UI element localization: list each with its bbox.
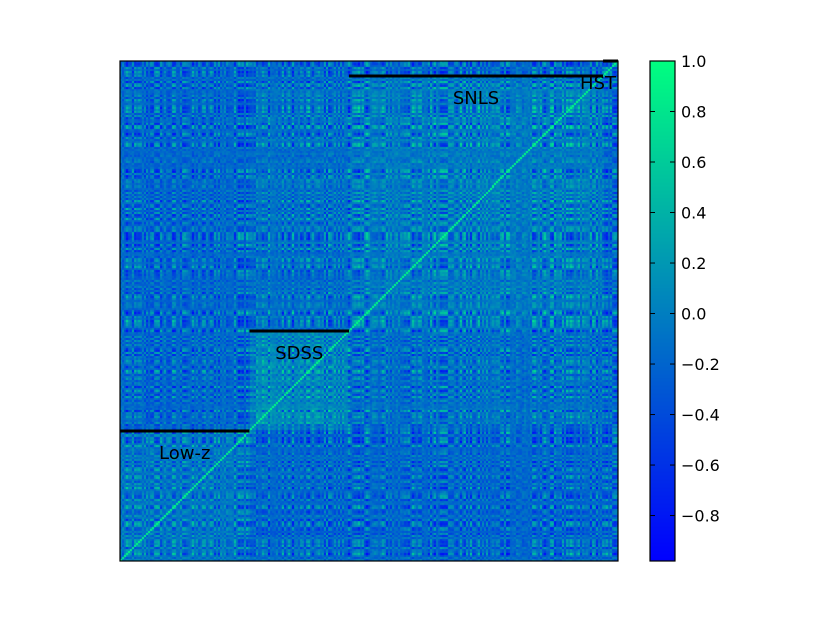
colorbar-tick-label: 0.8 [681,103,706,122]
group-label: SDSS [275,343,323,364]
colorbar-ticks: 1.0 0.8 0.6 0.4 0.2 0.0 −0.2 −0.4 −0.6 −0.8 [650,52,720,526]
group-label: SNLS [453,88,499,109]
colorbar-tick-label: −0.6 [681,456,720,475]
colorbar-tick-label: −0.2 [681,355,720,374]
colorbar-frame [649,60,676,562]
correlation-heatmap [120,61,618,561]
colorbar-tick-label: −0.4 [681,406,720,425]
group-label: HST [580,73,617,94]
group-annotations: Low-z SDSS SNLS HST [120,59,618,464]
colorbar-tick-label: 1.0 [681,52,706,71]
colorbar-tick-label: 0.0 [681,305,706,324]
plot-frame [119,60,619,562]
colorbar-tick-label: 0.6 [681,153,706,172]
colorbar-tick-label: 0.2 [681,254,706,273]
colorbar-tick-label: 0.4 [681,204,706,223]
colorbar-gradient [650,61,675,561]
group-label: Low-z [159,443,210,464]
colorbar-tick-label: −0.8 [681,507,720,526]
